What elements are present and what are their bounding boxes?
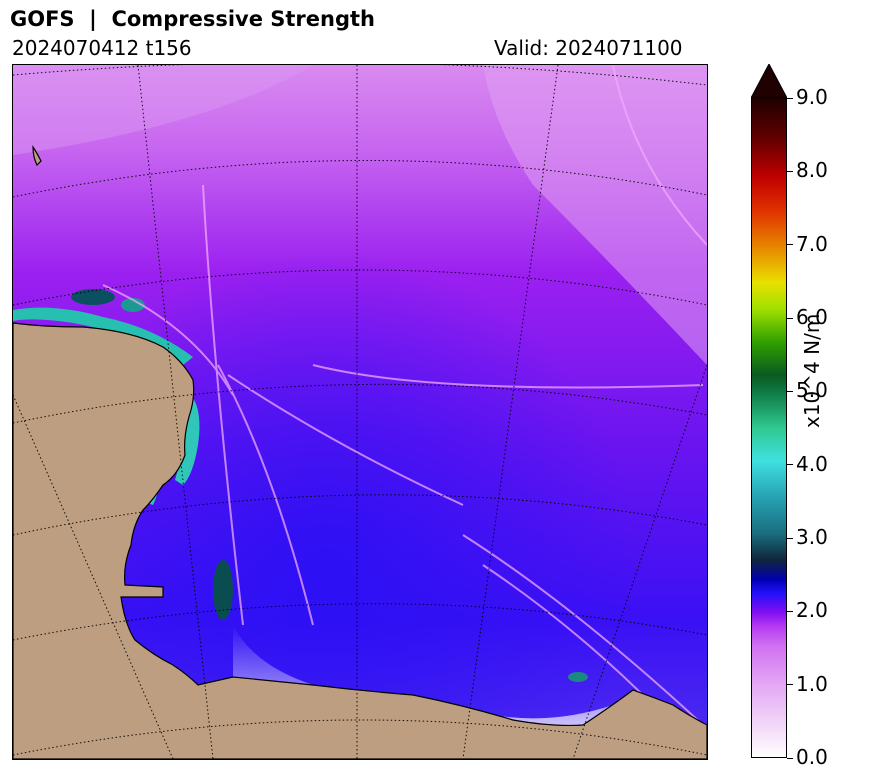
colorbar-label: x10^4 N/m <box>800 313 824 428</box>
chart-title: GOFS | Compressive Strength <box>10 7 375 31</box>
map-panel[interactable] <box>12 64 708 760</box>
colorbar-tick-label: 2.0 <box>796 598 828 623</box>
colorbar-tick-mark <box>787 537 793 539</box>
colorbar-tick-label: 9.0 <box>796 85 828 109</box>
colorbar-tick-mark <box>787 244 793 246</box>
colorbar-tick-mark <box>787 464 793 466</box>
colorbar-tick-label: 8.0 <box>796 158 828 183</box>
graticule <box>13 65 707 759</box>
colorbar-tick-label: 6.0 <box>796 305 828 329</box>
colorbar-tick-mark <box>787 757 793 759</box>
colorbar-scale <box>751 97 787 758</box>
colorbar-tick-mark <box>787 390 793 392</box>
land-mass <box>13 145 707 759</box>
colorbar-extend-arrow <box>751 64 787 99</box>
colorbar-tick-mark <box>787 97 793 99</box>
map-canvas <box>13 65 707 759</box>
high-strength-patch <box>71 289 115 305</box>
colorbar-tick-label: 7.0 <box>796 231 828 256</box>
colorbar-tick-label: 4.0 <box>796 451 828 476</box>
valid-time-label: Valid: 2024071100 <box>494 36 683 60</box>
run-label: 2024070412 t156 <box>12 36 192 60</box>
colorbar-tick-label: 5.0 <box>796 378 828 403</box>
colorbar-tick-label: 0.0 <box>796 745 828 769</box>
colorbar-tick-mark <box>787 610 793 612</box>
colorbar-tick-label: 3.0 <box>796 525 828 549</box>
colorbar-tick-mark <box>787 684 793 686</box>
colorbar-tick-label: 1.0 <box>796 671 828 696</box>
colorbar-tick-mark <box>787 170 793 172</box>
colorbar <box>751 64 787 758</box>
colorbar-tick-mark <box>787 317 793 319</box>
